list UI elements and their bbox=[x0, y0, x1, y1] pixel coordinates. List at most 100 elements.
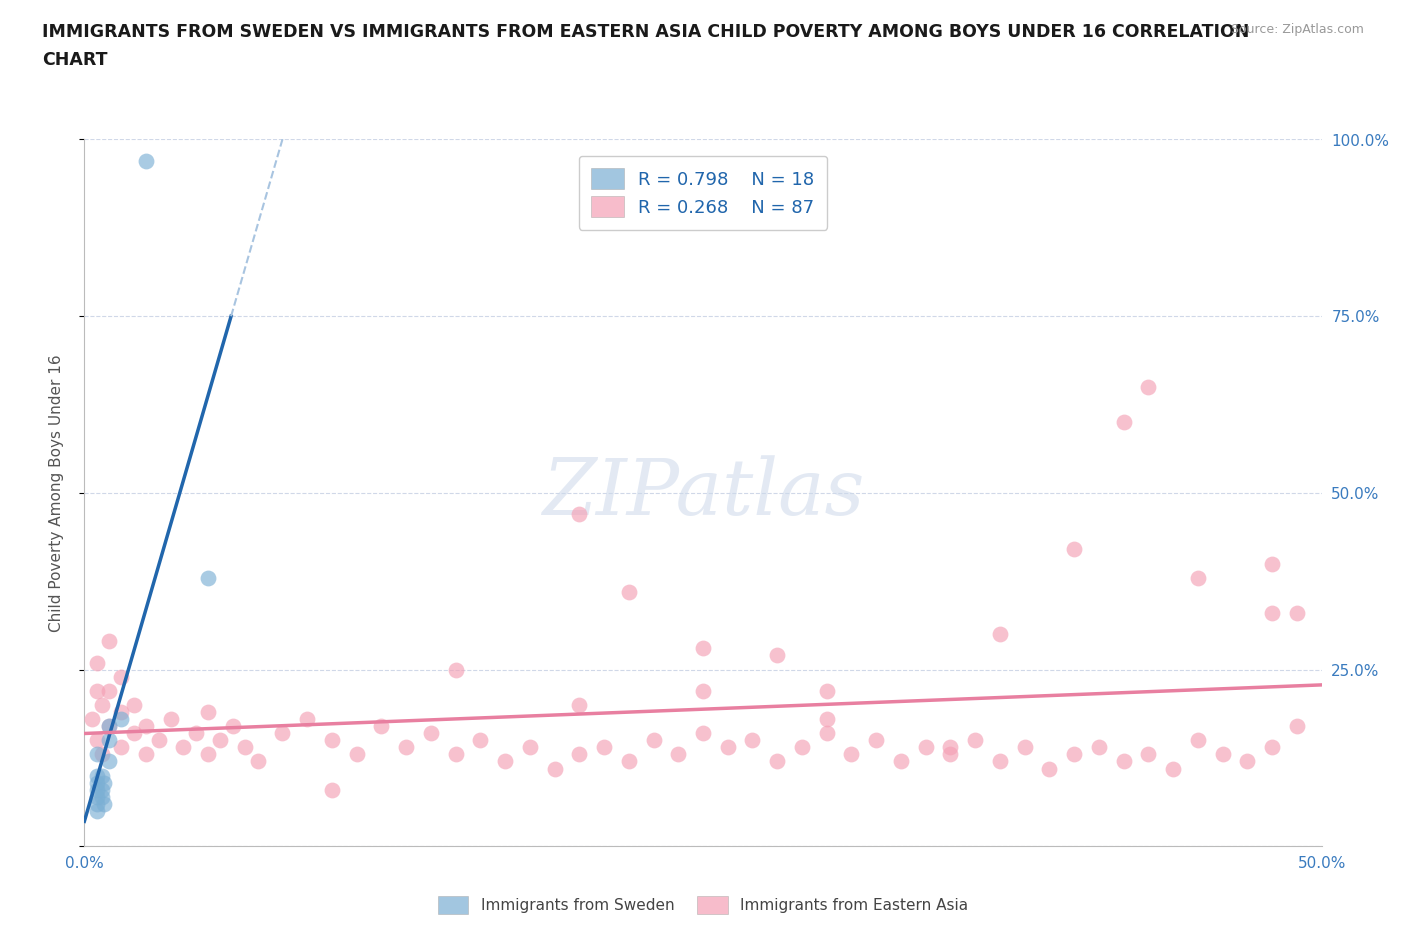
Point bbox=[815, 711, 838, 726]
Point bbox=[86, 655, 108, 670]
Point bbox=[122, 725, 145, 740]
Point bbox=[1063, 747, 1085, 762]
Point bbox=[209, 733, 232, 748]
Point bbox=[86, 796, 108, 811]
Point bbox=[988, 754, 1011, 769]
Text: ZIPatlas: ZIPatlas bbox=[541, 455, 865, 531]
Point bbox=[197, 570, 219, 585]
Point bbox=[444, 747, 467, 762]
Point bbox=[494, 754, 516, 769]
Point bbox=[988, 627, 1011, 642]
Point bbox=[1112, 754, 1135, 769]
Point bbox=[815, 684, 838, 698]
Point bbox=[86, 747, 108, 762]
Point bbox=[1187, 570, 1209, 585]
Point bbox=[233, 740, 256, 755]
Point bbox=[939, 747, 962, 762]
Point bbox=[98, 719, 121, 734]
Point bbox=[86, 776, 108, 790]
Point bbox=[419, 725, 441, 740]
Point bbox=[90, 698, 112, 712]
Text: CHART: CHART bbox=[42, 51, 108, 69]
Point bbox=[1261, 740, 1284, 755]
Point bbox=[90, 790, 112, 804]
Point bbox=[568, 698, 591, 712]
Point bbox=[184, 725, 207, 740]
Point bbox=[86, 768, 108, 783]
Point bbox=[110, 705, 132, 720]
Point bbox=[86, 804, 108, 818]
Point bbox=[1187, 733, 1209, 748]
Point bbox=[110, 740, 132, 755]
Point bbox=[1285, 605, 1308, 620]
Point bbox=[90, 747, 112, 762]
Point bbox=[914, 740, 936, 755]
Point bbox=[692, 725, 714, 740]
Point bbox=[93, 776, 115, 790]
Point bbox=[271, 725, 294, 740]
Point bbox=[1261, 605, 1284, 620]
Point bbox=[865, 733, 887, 748]
Point bbox=[790, 740, 813, 755]
Point bbox=[98, 719, 121, 734]
Point bbox=[1212, 747, 1234, 762]
Point bbox=[741, 733, 763, 748]
Point bbox=[766, 648, 789, 663]
Text: IMMIGRANTS FROM SWEDEN VS IMMIGRANTS FROM EASTERN ASIA CHILD POVERTY AMONG BOYS : IMMIGRANTS FROM SWEDEN VS IMMIGRANTS FRO… bbox=[42, 23, 1250, 41]
Point bbox=[93, 796, 115, 811]
Point bbox=[1137, 379, 1160, 394]
Point bbox=[135, 747, 157, 762]
Point bbox=[86, 782, 108, 797]
Point bbox=[80, 711, 103, 726]
Point bbox=[841, 747, 863, 762]
Point bbox=[815, 725, 838, 740]
Point bbox=[568, 747, 591, 762]
Point bbox=[90, 768, 112, 783]
Point bbox=[321, 733, 343, 748]
Point bbox=[172, 740, 194, 755]
Point bbox=[1063, 542, 1085, 557]
Point bbox=[470, 733, 492, 748]
Legend: Immigrants from Sweden, Immigrants from Eastern Asia: Immigrants from Sweden, Immigrants from … bbox=[432, 890, 974, 920]
Point bbox=[1285, 719, 1308, 734]
Point bbox=[1014, 740, 1036, 755]
Point bbox=[890, 754, 912, 769]
Point bbox=[98, 733, 121, 748]
Point bbox=[370, 719, 392, 734]
Point bbox=[965, 733, 987, 748]
Point bbox=[122, 698, 145, 712]
Point bbox=[593, 740, 616, 755]
Point bbox=[135, 719, 157, 734]
Point bbox=[222, 719, 245, 734]
Point bbox=[90, 782, 112, 797]
Point bbox=[939, 740, 962, 755]
Point bbox=[766, 754, 789, 769]
Point bbox=[1137, 747, 1160, 762]
Point bbox=[98, 684, 121, 698]
Point bbox=[617, 754, 640, 769]
Text: Source: ZipAtlas.com: Source: ZipAtlas.com bbox=[1230, 23, 1364, 36]
Point bbox=[346, 747, 368, 762]
Point bbox=[246, 754, 269, 769]
Point bbox=[444, 662, 467, 677]
Point bbox=[98, 634, 121, 649]
Point bbox=[543, 761, 565, 776]
Point bbox=[148, 733, 170, 748]
Point bbox=[1261, 556, 1284, 571]
Y-axis label: Child Poverty Among Boys Under 16: Child Poverty Among Boys Under 16 bbox=[49, 354, 63, 631]
Point bbox=[321, 782, 343, 797]
Point bbox=[86, 684, 108, 698]
Point bbox=[692, 684, 714, 698]
Point bbox=[1236, 754, 1258, 769]
Point bbox=[1112, 415, 1135, 430]
Point bbox=[110, 711, 132, 726]
Point bbox=[86, 733, 108, 748]
Point bbox=[1161, 761, 1184, 776]
Point bbox=[519, 740, 541, 755]
Point bbox=[643, 733, 665, 748]
Point bbox=[197, 747, 219, 762]
Point bbox=[98, 754, 121, 769]
Point bbox=[135, 153, 157, 168]
Point bbox=[692, 641, 714, 656]
Point bbox=[717, 740, 740, 755]
